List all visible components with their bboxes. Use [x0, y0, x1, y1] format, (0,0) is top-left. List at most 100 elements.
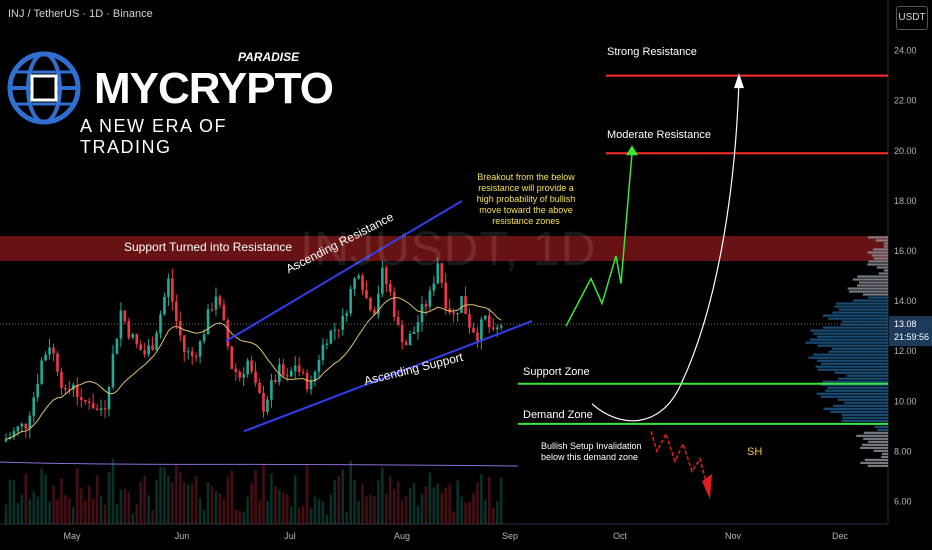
volume-ma-line [0, 461, 519, 467]
volume-bar [270, 473, 273, 524]
volume-bar [274, 486, 277, 524]
volume-profile-bar [863, 431, 888, 434]
candle-body [83, 399, 87, 402]
candle-body [448, 308, 451, 313]
volume-bar [341, 469, 345, 524]
invalidation-note: Bullish Setup Invalidation below this de… [541, 441, 642, 463]
volume-bar [76, 468, 79, 524]
volume-bar [222, 498, 226, 524]
candle-body [163, 296, 166, 315]
time-tick-label: Jul [284, 531, 296, 541]
breakout-note-line: move toward the above [479, 205, 573, 215]
volume-bar [91, 497, 95, 524]
volume-bar [127, 492, 131, 524]
candle-body [345, 313, 348, 316]
candle-body [325, 343, 329, 345]
candle-body [194, 356, 198, 358]
volume-profile-bar [867, 464, 888, 468]
volume-bar [385, 493, 388, 524]
volume-profile-bar [822, 314, 888, 317]
candle-body [432, 283, 436, 291]
volume-bar [309, 508, 313, 524]
candle-body [64, 388, 67, 390]
volume-bar [4, 504, 8, 524]
volume-profile-bar [871, 254, 888, 257]
candle-body [16, 426, 20, 432]
currency-unit-button[interactable]: USDT [896, 6, 928, 30]
volume-profile-bar [836, 302, 888, 305]
candle-body [99, 408, 103, 410]
volume-profile-bar [860, 446, 888, 449]
volume-bar [175, 465, 178, 524]
candle-body [246, 360, 249, 375]
volume-profile-bar [883, 269, 888, 272]
candle-body [480, 319, 483, 341]
candle-body [242, 374, 245, 378]
volume-bar [365, 496, 368, 524]
volume-profile-bar [867, 263, 888, 266]
last-price-value: 13.08 [894, 319, 917, 329]
volume-profile-bar [820, 383, 888, 386]
price-tick-label: 16.00 [894, 246, 917, 256]
support-turned-resistance-zone [0, 235, 888, 261]
volume-profile-bar [873, 248, 888, 251]
volume-profile-bar [841, 419, 888, 422]
candle-body [198, 341, 202, 357]
volume-bar [420, 493, 424, 524]
volume-profile-bar [862, 443, 888, 446]
candle-body [369, 298, 372, 310]
candle-body [250, 360, 253, 372]
candle-body [135, 334, 139, 345]
volume-profile-bar [824, 389, 888, 392]
candle-body [484, 315, 487, 320]
volume-bar [48, 501, 51, 524]
volume-bar [258, 500, 261, 524]
volume-bar [317, 498, 321, 524]
volume-bar [495, 501, 499, 524]
candle-body [103, 408, 107, 410]
candle-body [127, 321, 131, 338]
volume-profile-bar [857, 284, 888, 287]
candle-body [254, 371, 257, 383]
candle-body [341, 315, 345, 330]
volume-bar [349, 460, 352, 524]
volume-profile-bar [828, 317, 888, 320]
logo-title: MYCRYPTO [94, 64, 334, 113]
candle-body [266, 399, 269, 412]
candle-body [408, 334, 412, 346]
volume-bar [491, 507, 495, 524]
volume-bar [179, 472, 182, 524]
volume-bar [278, 489, 281, 524]
volume-profile-bar [856, 434, 888, 437]
candle-body [460, 296, 463, 313]
symbol-watermark: INJUSDT, 1D [300, 223, 597, 276]
volume-profile-bar [875, 239, 888, 242]
volume-bar [16, 503, 20, 524]
volume-bar [131, 513, 135, 524]
candle-body [87, 401, 91, 404]
volume-profile-bar [847, 287, 888, 290]
volume-bar [60, 478, 63, 524]
volume-profile-bar [873, 257, 888, 260]
volume-bar [206, 482, 210, 524]
volume-bar [226, 476, 230, 524]
volume-profile-bar [867, 251, 888, 254]
volume-profile-bar [828, 350, 888, 353]
volume-bar [472, 492, 475, 524]
volume-bar [194, 476, 198, 524]
volume-bar [428, 472, 432, 524]
volume-profile-bar [846, 374, 888, 377]
candle-body [115, 338, 119, 354]
volume-bar [24, 473, 28, 524]
volume-bar [56, 499, 59, 524]
candle-body [40, 360, 43, 384]
volume-bar [171, 482, 174, 524]
candle-body [147, 345, 150, 355]
volume-profile-bar [840, 323, 888, 326]
volume-bar [333, 480, 337, 524]
symbol-header: INJ / TetherUS · 1D · Binance [8, 8, 153, 20]
time-tick-label: Jun [175, 531, 190, 541]
volume-bar [480, 474, 483, 524]
candle-body [182, 335, 186, 353]
